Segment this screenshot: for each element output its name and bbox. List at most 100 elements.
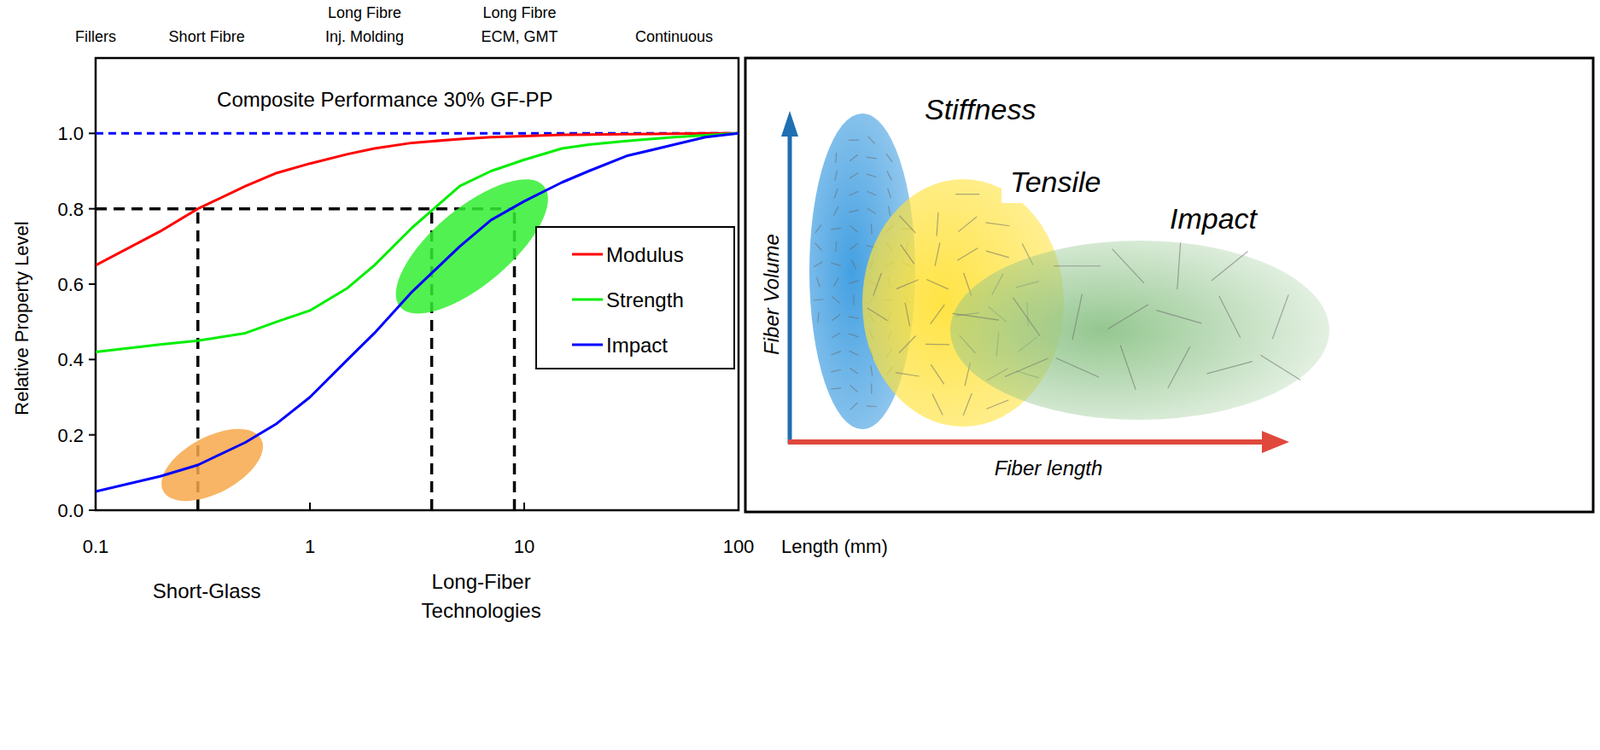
region-label: Continuous bbox=[635, 28, 713, 46]
technology-label: Technologies bbox=[421, 599, 542, 623]
fibre bbox=[848, 210, 859, 213]
region-ellipse bbox=[950, 240, 1330, 421]
fibre bbox=[866, 191, 876, 196]
y-tick-label: 1.0 bbox=[57, 122, 84, 145]
fibre bbox=[850, 402, 859, 410]
fibre bbox=[852, 294, 855, 305]
region-label: Long Fibre bbox=[327, 4, 402, 22]
fibre bbox=[1108, 304, 1149, 329]
fibre bbox=[848, 280, 859, 284]
fibre bbox=[866, 405, 877, 408]
fibre bbox=[905, 303, 910, 327]
y-tick-label: 0.4 bbox=[57, 349, 84, 371]
diagram-x-title: Fiber length bbox=[994, 456, 1104, 480]
fibre bbox=[1072, 293, 1082, 340]
region-label: ECM, GMT bbox=[480, 28, 558, 46]
x-tick-label: 1 bbox=[304, 536, 316, 558]
label-patch bbox=[1001, 160, 1110, 204]
fibre bbox=[867, 208, 876, 214]
fibre bbox=[835, 170, 837, 182]
fibre bbox=[849, 225, 858, 233]
fibre bbox=[833, 277, 839, 287]
fibre bbox=[868, 136, 876, 145]
fibre bbox=[814, 243, 822, 252]
fibre bbox=[957, 248, 978, 261]
fibre bbox=[870, 223, 873, 234]
fibre bbox=[932, 393, 943, 415]
fibre bbox=[849, 154, 858, 162]
y-tick bbox=[88, 509, 96, 512]
fibre bbox=[849, 243, 858, 250]
legend-label: Modulus bbox=[606, 243, 684, 267]
region-label: Inj. Molding bbox=[325, 28, 404, 46]
fibre bbox=[851, 259, 856, 269]
diagram-y-title: Fiber Volume bbox=[759, 233, 783, 356]
legend-swatch bbox=[572, 344, 603, 347]
threshold-h bbox=[95, 207, 515, 211]
fibre bbox=[813, 262, 823, 268]
fibre bbox=[817, 312, 819, 323]
fibre bbox=[830, 388, 841, 390]
fibre bbox=[1012, 297, 1040, 337]
x-tick-label: 10 bbox=[513, 536, 535, 558]
x-tick bbox=[94, 502, 97, 511]
fibre bbox=[848, 316, 859, 319]
x-tick bbox=[309, 502, 311, 511]
fibre bbox=[1167, 346, 1191, 389]
x-tick bbox=[737, 502, 740, 511]
fibre bbox=[895, 373, 920, 377]
fibre bbox=[887, 188, 892, 199]
fibre bbox=[848, 191, 859, 196]
page: 0.00.20.40.60.81.00.1110100Relative Prop… bbox=[0, 0, 1600, 750]
fibre bbox=[848, 333, 859, 338]
fibre bbox=[832, 296, 841, 304]
region-label: Tensile bbox=[1010, 165, 1101, 199]
fibre bbox=[867, 308, 888, 322]
fibre bbox=[833, 206, 839, 217]
y-tick-label: 0.8 bbox=[57, 198, 84, 221]
fibre bbox=[835, 152, 837, 164]
y-tick bbox=[88, 208, 96, 211]
fibre bbox=[896, 280, 919, 290]
fibre bbox=[899, 336, 916, 354]
fibre bbox=[887, 206, 890, 217]
plot-frame bbox=[95, 58, 739, 511]
legend-box bbox=[536, 227, 735, 369]
fibre bbox=[1219, 296, 1241, 339]
fibre bbox=[834, 188, 838, 199]
fibre bbox=[1004, 358, 1049, 377]
x-tick-label: 100 bbox=[723, 536, 755, 558]
region-label: Stiffness bbox=[924, 93, 1036, 126]
fibre bbox=[848, 140, 859, 141]
fibre bbox=[900, 245, 915, 265]
fibre bbox=[1260, 355, 1301, 380]
fibre bbox=[830, 369, 841, 373]
label-patch bbox=[758, 228, 785, 361]
fibre bbox=[831, 332, 841, 339]
fibre bbox=[986, 400, 1009, 409]
fibre bbox=[1120, 345, 1136, 391]
region-label: Short Fibre bbox=[169, 28, 246, 46]
fibre bbox=[963, 393, 972, 416]
fibre bbox=[925, 344, 950, 346]
label-patch bbox=[916, 87, 1045, 131]
fibre bbox=[886, 153, 893, 163]
fibre bbox=[899, 216, 916, 234]
fibre bbox=[986, 251, 1010, 258]
x-arrow bbox=[788, 439, 1264, 445]
fibre bbox=[1053, 265, 1101, 267]
fibre bbox=[849, 350, 859, 356]
fibre bbox=[926, 280, 949, 290]
fibre bbox=[815, 224, 822, 234]
fibre bbox=[850, 385, 859, 392]
fibre bbox=[873, 273, 882, 296]
fibre bbox=[1056, 358, 1099, 378]
fibre bbox=[835, 241, 837, 252]
fibre bbox=[831, 351, 841, 356]
fibre bbox=[930, 304, 945, 325]
fibre bbox=[870, 366, 873, 377]
y-tick-label: 0.2 bbox=[57, 425, 84, 447]
x-tick-label: 0.1 bbox=[82, 536, 110, 558]
fibre bbox=[1177, 242, 1181, 290]
arrow-head bbox=[1261, 431, 1290, 454]
